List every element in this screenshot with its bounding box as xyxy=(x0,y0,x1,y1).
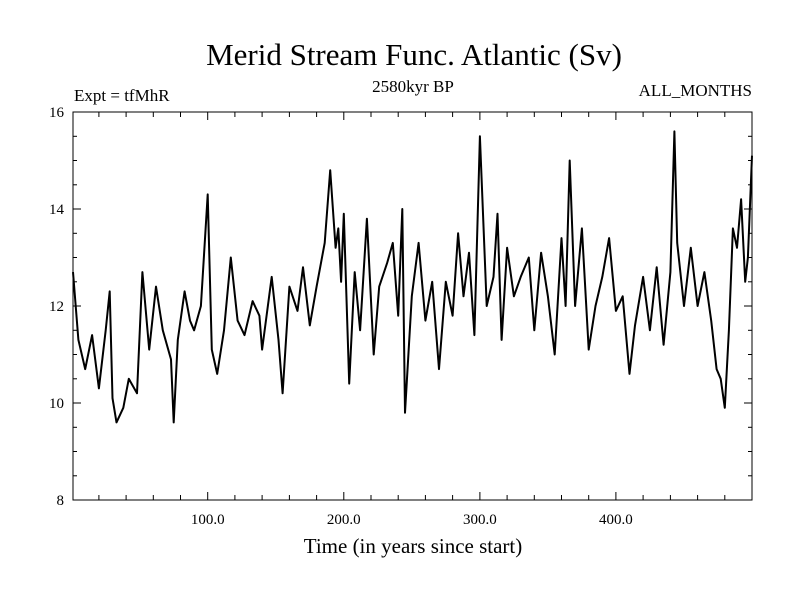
x-tick-label: 400.0 xyxy=(599,512,633,528)
plot-frame xyxy=(72,111,753,501)
x-axis-ticks xyxy=(98,112,726,500)
y-tick-label: 14 xyxy=(49,202,65,218)
x-axis-label: Time (in years since start) xyxy=(304,534,523,558)
x-axis-tick-labels: 100.0 200.0 300.0 400.0 xyxy=(191,512,633,528)
chart-title: Merid Stream Func. Atlantic (Sv) xyxy=(206,37,622,72)
x-tick-label: 200.0 xyxy=(327,512,361,528)
experiment-label: Expt = tfMhR xyxy=(74,86,170,105)
y-axis-tick-labels: 8 10 12 14 16 xyxy=(49,105,65,509)
y-tick-label: 10 xyxy=(49,396,64,412)
y-tick-label: 16 xyxy=(49,105,65,121)
series-line xyxy=(72,130,753,424)
months-label: ALL_MONTHS xyxy=(639,81,752,100)
x-tick-label: 100.0 xyxy=(191,512,225,528)
y-axis-ticks xyxy=(73,111,752,501)
x-tick-label: 300.0 xyxy=(463,512,497,528)
period-label: 2580kyr BP xyxy=(372,77,454,96)
y-tick-label: 8 xyxy=(57,493,65,509)
y-tick-label: 12 xyxy=(49,299,64,315)
